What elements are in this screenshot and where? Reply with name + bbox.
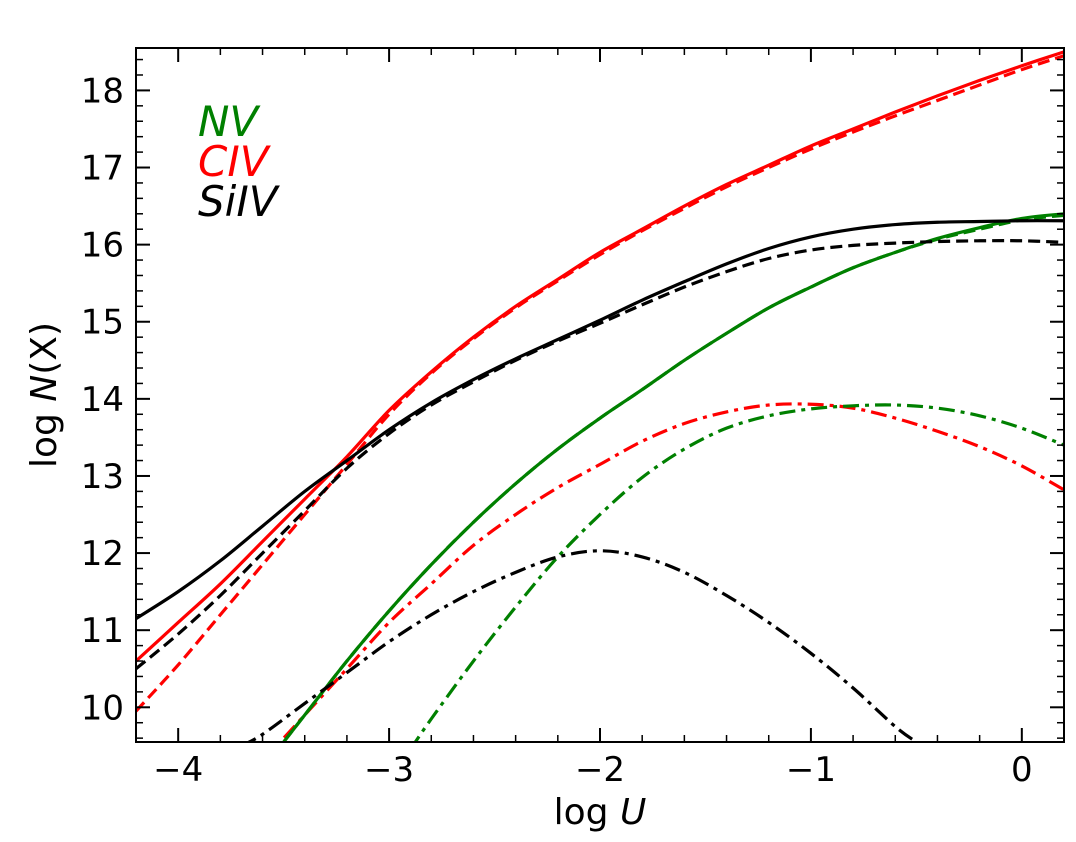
series-line-civ-solid (136, 50, 1064, 663)
y-tick-label: 15 (81, 303, 124, 343)
x-tick-label: −3 (364, 750, 414, 790)
series-line-nv-dashed (281, 213, 1064, 742)
series-layer (136, 50, 1064, 742)
x-tick-label: 0 (1011, 750, 1033, 790)
y-tick-label: 13 (81, 457, 124, 497)
y-tick-label: 11 (81, 611, 124, 651)
plot-frame (135, 47, 1065, 743)
x-tick-label: −4 (153, 750, 203, 790)
y-tick-label: 14 (81, 380, 124, 420)
series-line-civ-dashed (136, 54, 1064, 713)
x-axis-label: log U (554, 792, 647, 833)
legend-entry-civ: CIV (198, 137, 272, 186)
x-tick-label: −1 (786, 750, 836, 790)
legend-entry-nv: NV (198, 97, 261, 146)
y-tick-label: 10 (81, 688, 124, 728)
y-tick-label: 16 (81, 226, 124, 266)
y-tick-label: 17 (81, 149, 124, 189)
ticks-layer: −4 −3 −2 −1 0 10 11 12 13 14 15 16 17 18 (81, 48, 1065, 790)
series-line-siiv-solid (136, 219, 1064, 620)
series-line-nv-dashdot (413, 403, 1064, 742)
series-line-siiv-dashed (136, 239, 1064, 670)
series-line-civ-dashdot (277, 402, 1064, 742)
y-tick-label: 12 (81, 534, 124, 574)
y-tick-label: 18 (81, 71, 124, 111)
x-tick-label: −2 (575, 750, 625, 790)
series-line-siiv-dashdot (245, 549, 918, 742)
legend-entry-siiv: SiIV (198, 177, 281, 226)
legend: NV CIV SiIV (198, 97, 281, 226)
y-axis-label: log N(X) (24, 322, 65, 468)
